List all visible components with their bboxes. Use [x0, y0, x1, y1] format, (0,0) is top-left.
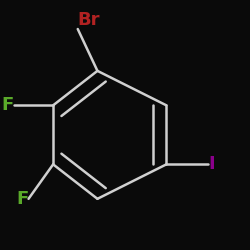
Text: Br: Br [78, 11, 100, 29]
Text: I: I [208, 155, 215, 173]
Text: F: F [16, 190, 28, 208]
Text: F: F [2, 96, 14, 114]
